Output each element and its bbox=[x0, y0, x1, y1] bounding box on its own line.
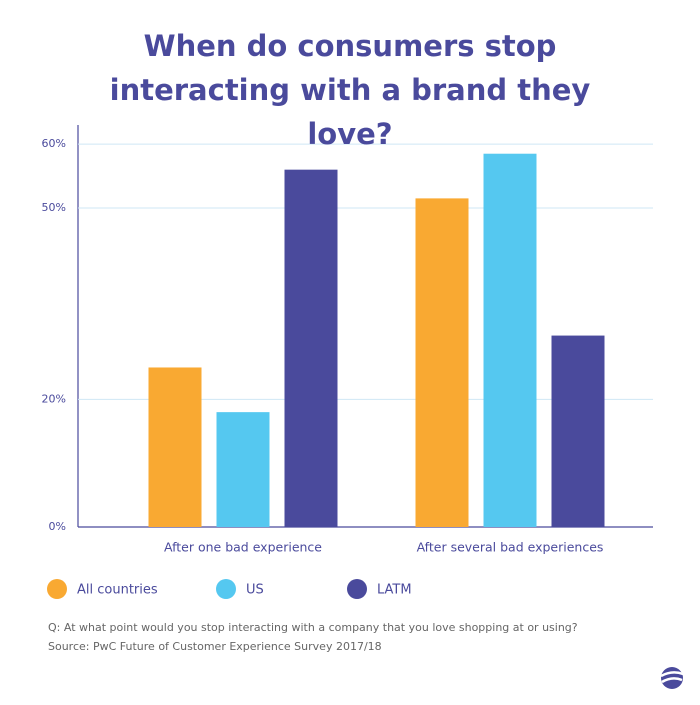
bar bbox=[148, 367, 202, 527]
legend-swatch bbox=[347, 579, 367, 599]
footnote: Source: PwC Future of Customer Experienc… bbox=[48, 640, 382, 653]
bar bbox=[415, 198, 469, 527]
y-tick-label: 50% bbox=[42, 201, 66, 214]
legend-swatch bbox=[216, 579, 236, 599]
legend-label: All countries bbox=[77, 583, 158, 598]
x-tick-label: After one bad experience bbox=[164, 540, 322, 555]
bar bbox=[284, 169, 338, 527]
chart-title: When do consumers stop interacting with … bbox=[109, 29, 591, 151]
footnote: Q: At what point would you stop interact… bbox=[48, 621, 578, 634]
legend-swatch bbox=[47, 579, 67, 599]
y-tick-label: 20% bbox=[42, 392, 66, 405]
legend-label: US bbox=[246, 583, 264, 598]
y-tick-label: 60% bbox=[42, 137, 66, 150]
x-tick-label: After several bad experiences bbox=[417, 540, 604, 555]
bar bbox=[551, 335, 605, 527]
legend-label: LATM bbox=[377, 583, 412, 598]
bar bbox=[216, 412, 270, 527]
bar bbox=[483, 153, 537, 527]
y-tick-label: 0% bbox=[49, 520, 66, 533]
logo bbox=[660, 667, 684, 689]
